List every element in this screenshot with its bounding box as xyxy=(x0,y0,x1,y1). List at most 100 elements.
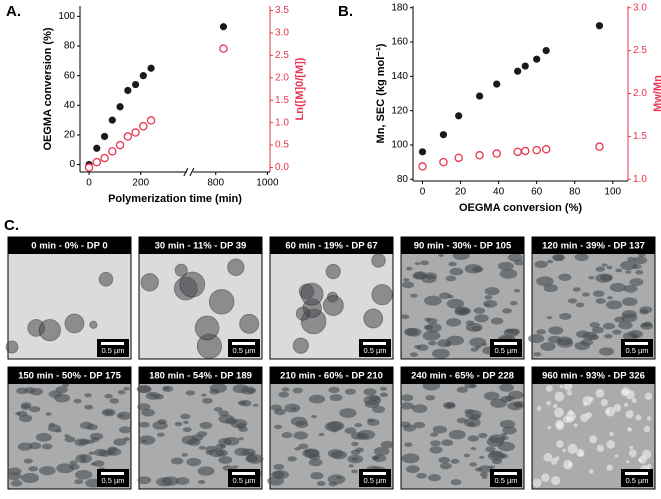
y-tick-label: 40 xyxy=(64,100,76,111)
texture xyxy=(491,458,503,465)
texture xyxy=(573,423,578,428)
texture xyxy=(363,395,382,406)
texture xyxy=(618,321,633,330)
texture xyxy=(331,429,338,433)
texture xyxy=(464,409,482,420)
texture xyxy=(450,479,462,486)
texture xyxy=(498,261,514,271)
texture xyxy=(78,438,90,445)
texture xyxy=(209,388,220,395)
texture xyxy=(620,260,638,271)
texture xyxy=(245,455,258,463)
texture xyxy=(308,394,325,404)
texture xyxy=(420,260,430,266)
texture xyxy=(625,270,632,274)
data-point xyxy=(455,112,463,120)
texture xyxy=(422,330,441,341)
texture xyxy=(572,287,581,292)
texture xyxy=(174,421,183,427)
texture xyxy=(469,384,477,389)
micrograph-caption: 60 min - 19% - DP 67 xyxy=(285,241,377,252)
texture xyxy=(141,439,148,443)
texture xyxy=(93,448,108,457)
texture xyxy=(64,434,70,438)
texture xyxy=(484,287,500,296)
texture xyxy=(270,404,282,411)
y-tick-label: 120 xyxy=(391,105,408,116)
texture xyxy=(438,253,444,257)
y-tick-label: 20 xyxy=(64,130,76,141)
texture xyxy=(639,309,649,315)
texture xyxy=(499,419,516,429)
texture xyxy=(199,421,213,429)
texture xyxy=(484,303,491,307)
texture xyxy=(186,457,202,467)
micrograph-caption: 960 min - 93% - DP 326 xyxy=(542,371,645,382)
texture xyxy=(609,282,627,292)
texture xyxy=(467,422,476,427)
texture xyxy=(627,256,636,262)
texture xyxy=(575,302,585,308)
texture xyxy=(89,432,104,441)
scale-label: 0.5 µm xyxy=(363,476,386,485)
texture xyxy=(563,459,573,470)
texture xyxy=(295,306,310,321)
texture xyxy=(406,266,413,271)
texture xyxy=(174,263,188,277)
texture xyxy=(328,481,338,487)
texture xyxy=(582,292,590,297)
texture xyxy=(478,432,488,439)
texture xyxy=(35,432,52,442)
y2-tick-label: 1.0 xyxy=(633,174,647,185)
texture xyxy=(197,466,215,476)
texture xyxy=(223,436,240,446)
texture xyxy=(284,403,301,413)
texture xyxy=(615,268,623,273)
texture xyxy=(86,423,98,431)
x-tick-label: 0 xyxy=(420,187,426,198)
texture xyxy=(432,425,448,434)
texture xyxy=(339,408,357,418)
texture xyxy=(474,467,483,472)
texture xyxy=(635,414,642,421)
texture xyxy=(441,439,454,446)
texture xyxy=(439,462,452,470)
texture xyxy=(403,278,410,282)
data-point xyxy=(595,22,604,30)
texture xyxy=(107,448,122,456)
texture xyxy=(628,449,637,458)
data-point xyxy=(124,86,132,95)
scale-bar xyxy=(101,472,124,475)
texture xyxy=(98,271,114,287)
texture xyxy=(119,426,132,434)
texture xyxy=(481,475,488,479)
x-tick-label: 100 xyxy=(604,187,621,198)
texture xyxy=(614,454,619,458)
texture xyxy=(534,260,548,269)
texture xyxy=(428,474,441,482)
texture xyxy=(484,295,493,300)
texture xyxy=(17,442,33,451)
texture xyxy=(234,447,249,456)
axis-break xyxy=(189,167,195,177)
texture xyxy=(613,403,622,412)
texture xyxy=(643,321,653,327)
texture xyxy=(331,450,348,460)
texture xyxy=(39,465,56,476)
y-tick-label: 100 xyxy=(391,140,408,151)
texture xyxy=(470,446,477,451)
texture xyxy=(606,440,616,449)
data-point xyxy=(131,128,140,137)
texture xyxy=(81,459,87,463)
texture xyxy=(551,475,561,486)
texture xyxy=(631,334,640,339)
texture xyxy=(293,431,309,440)
texture xyxy=(74,479,84,485)
caption-bar xyxy=(532,237,655,254)
texture xyxy=(623,402,629,407)
texture xyxy=(298,443,309,450)
texture xyxy=(201,393,207,397)
texture xyxy=(246,388,256,394)
texture xyxy=(627,427,631,431)
texture xyxy=(446,318,462,327)
